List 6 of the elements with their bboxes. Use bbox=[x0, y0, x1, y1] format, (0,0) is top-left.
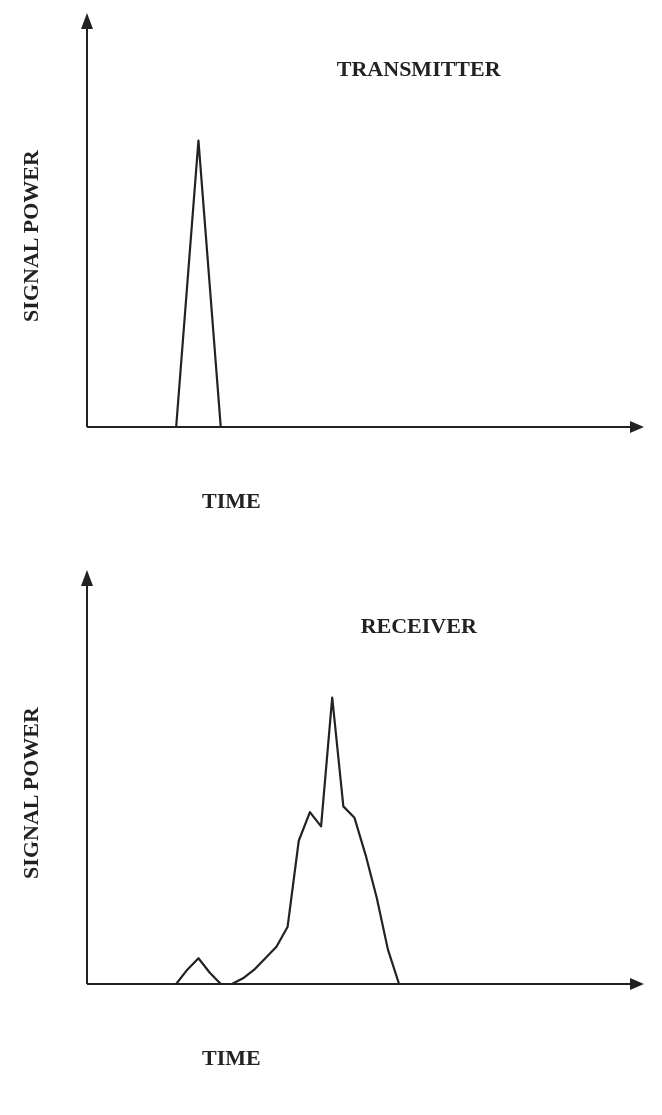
x-axis-title: TIME bbox=[202, 1044, 261, 1070]
y-axis-title: SIGNAL POWER bbox=[17, 706, 43, 879]
chart-title: RECEIVER bbox=[360, 612, 478, 638]
chart-title: TRANSMITTER bbox=[336, 55, 502, 81]
y-axis-title: SIGNAL POWER bbox=[17, 149, 43, 322]
x-axis-title: TIME bbox=[202, 487, 261, 513]
